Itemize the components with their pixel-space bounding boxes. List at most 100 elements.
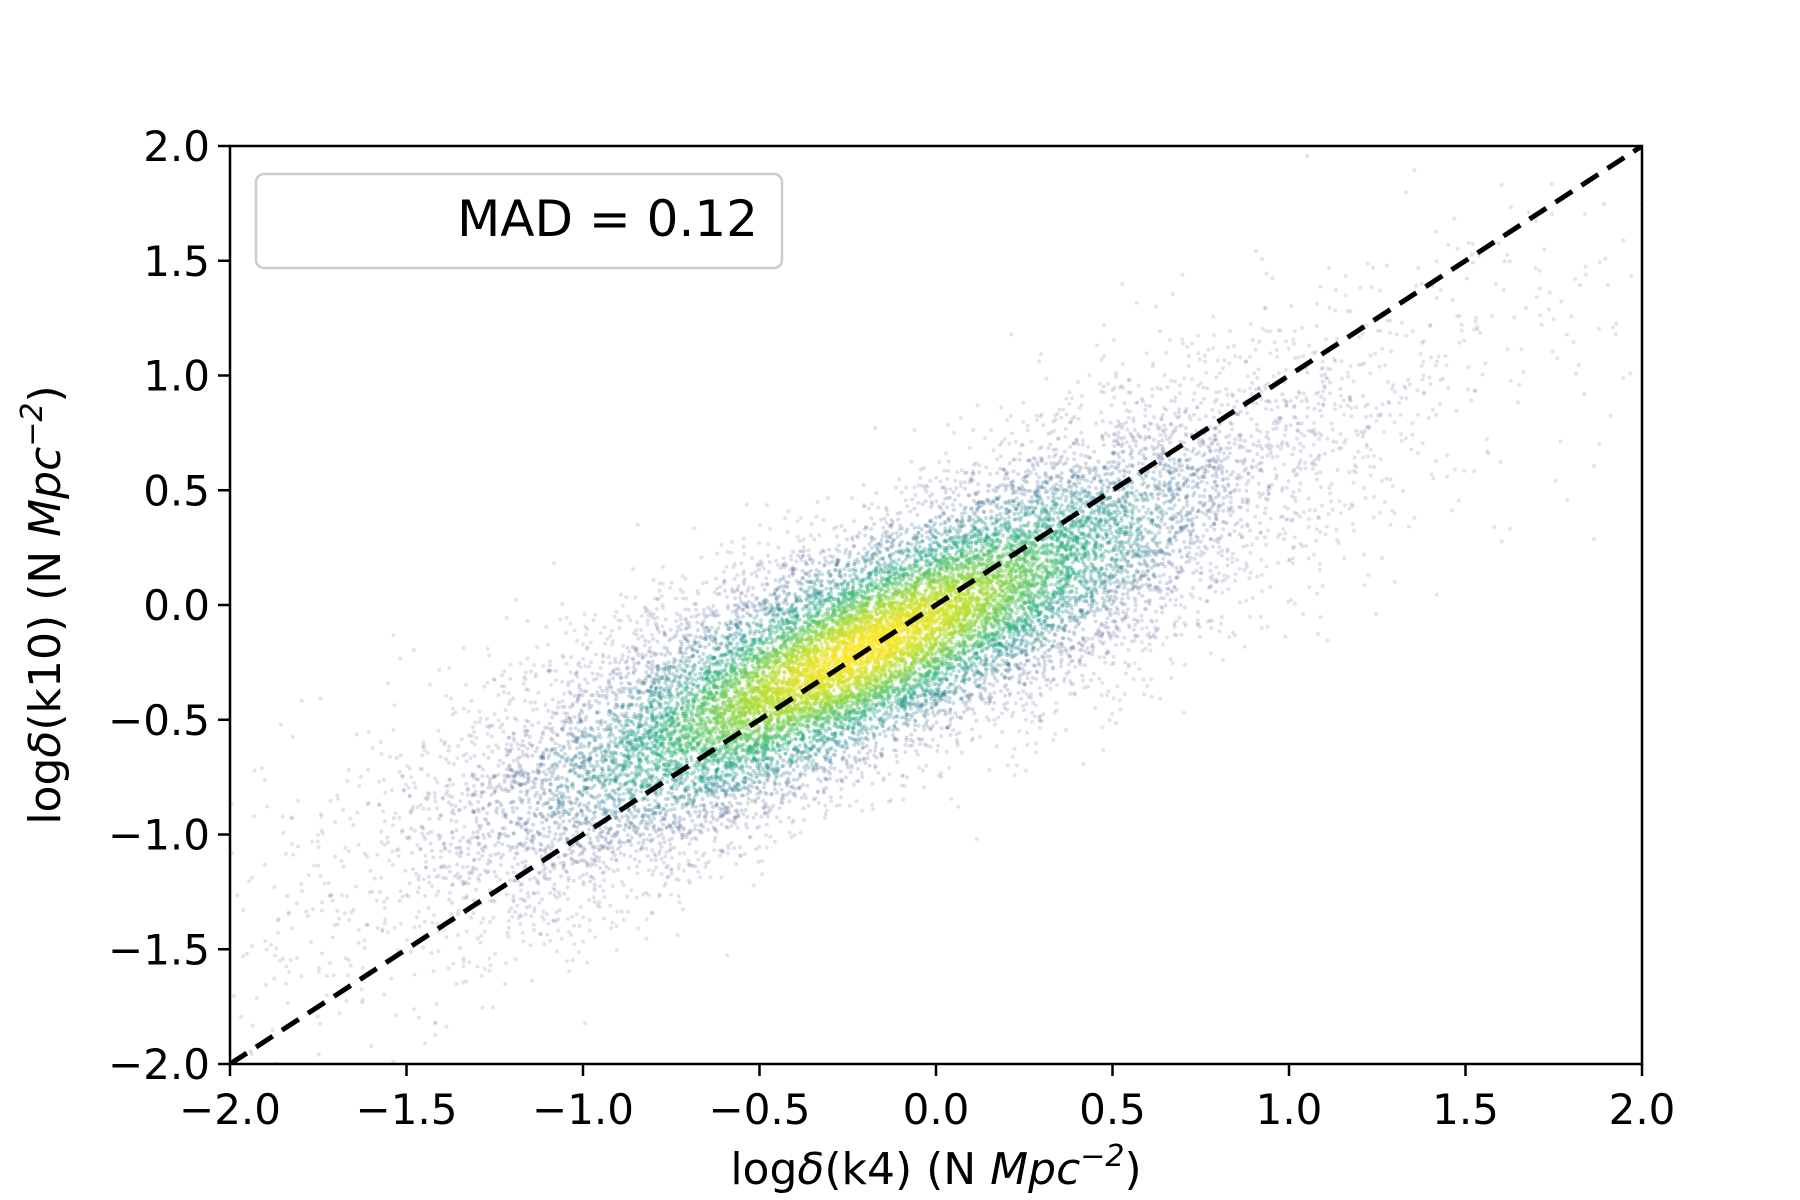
scatter-point: [1093, 539, 1098, 544]
scatter-point: [847, 693, 852, 698]
scatter-point: [661, 822, 666, 827]
scatter-point: [479, 920, 484, 925]
scatter-point: [713, 730, 718, 735]
scatter-point: [893, 485, 898, 490]
scatter-point: [824, 786, 829, 790]
scatter-point: [1122, 692, 1127, 697]
scatter-point: [1005, 483, 1010, 488]
scatter-point: [1089, 595, 1094, 599]
scatter-point: [901, 560, 905, 565]
scatter-point: [477, 720, 482, 725]
scatter-point: [917, 544, 922, 549]
scatter-point: [835, 705, 840, 710]
scatter-point: [1188, 417, 1193, 422]
scatter-point: [1369, 285, 1374, 289]
scatter-point: [1208, 561, 1213, 566]
scatter-point: [536, 690, 541, 695]
scatter-point: [356, 927, 361, 932]
scatter-point: [1455, 246, 1460, 251]
scatter-point: [1095, 608, 1100, 613]
scatter-point: [576, 662, 580, 667]
scatter-point: [519, 782, 524, 787]
scatter-point: [1126, 416, 1131, 420]
scatter-point: [1269, 407, 1274, 412]
scatter-point: [809, 754, 814, 759]
scatter-point: [1196, 351, 1201, 356]
scatter-point: [501, 808, 506, 812]
scatter-point: [572, 923, 576, 928]
scatter-point: [1155, 386, 1160, 390]
scatter-point: [886, 546, 891, 551]
scatter-point: [1073, 481, 1078, 486]
scatter-point: [1156, 440, 1161, 444]
scatter-point: [801, 614, 806, 619]
scatter-point: [1154, 304, 1159, 309]
scatter-point: [869, 527, 874, 531]
scatter-point: [1429, 355, 1434, 360]
scatter-point: [834, 525, 839, 530]
scatter-point: [535, 746, 540, 750]
scatter-point: [903, 721, 908, 726]
scatter-point: [607, 754, 612, 759]
scatter-point: [953, 687, 958, 692]
scatter-point: [772, 839, 777, 844]
scatter-point: [606, 701, 611, 706]
scatter-point: [1318, 408, 1323, 413]
scatter-point: [1306, 556, 1311, 561]
scatter-point: [318, 1021, 322, 1026]
scatter-point: [1416, 412, 1421, 417]
scatter-point: [1264, 406, 1268, 411]
scatter-point: [823, 776, 827, 781]
scatter-point: [959, 554, 964, 559]
scatter-point: [1526, 210, 1531, 215]
scatter-point: [1207, 446, 1212, 451]
scatter-point: [660, 754, 665, 759]
scatter-point: [1014, 507, 1019, 512]
scatter-point: [695, 649, 699, 654]
scatter-point: [973, 541, 978, 546]
scatter-point: [598, 865, 602, 870]
scatter-point: [1230, 392, 1235, 397]
scatter-point: [1264, 271, 1269, 276]
scatter-point: [1069, 484, 1074, 489]
scatter-point: [1327, 305, 1332, 310]
scatter-point: [823, 812, 828, 817]
scatter-point: [639, 627, 644, 632]
scatter-point: [1314, 538, 1319, 543]
scatter-point: [1178, 383, 1183, 388]
scatter-point: [476, 799, 481, 804]
scatter-point: [472, 810, 477, 815]
scatter-point: [571, 816, 576, 821]
scatter-point: [1327, 485, 1332, 490]
scatter-point: [504, 961, 508, 966]
scatter-point: [1202, 488, 1207, 493]
scatter-point: [1132, 573, 1137, 578]
scatter-point: [751, 714, 756, 719]
scatter-point: [510, 805, 515, 810]
scatter-point: [1035, 480, 1040, 484]
scatter-point: [833, 714, 838, 719]
scatter-point: [679, 666, 683, 671]
scatter-point: [736, 678, 741, 683]
scatter-point: [817, 533, 822, 537]
scatter-point: [1067, 629, 1072, 634]
scatter-point: [541, 826, 546, 831]
scatter-point: [802, 818, 806, 823]
scatter-point: [498, 855, 503, 860]
scatter-point: [1297, 488, 1302, 493]
scatter-point: [864, 744, 869, 748]
scatter-point: [1217, 429, 1222, 434]
scatter-point: [449, 818, 454, 823]
scatter-point: [1106, 574, 1111, 579]
scatter-point: [1288, 398, 1293, 403]
scatter-point: [1077, 641, 1082, 646]
scatter-point: [781, 556, 786, 561]
scatter-point: [1167, 561, 1172, 566]
scatter-point: [984, 597, 989, 602]
scatter-point: [984, 516, 988, 521]
scatter-point: [649, 654, 654, 659]
scatter-point: [1366, 573, 1371, 577]
scatter-point: [635, 620, 639, 625]
scatter-point: [331, 973, 336, 978]
scatter-point: [1061, 565, 1066, 569]
